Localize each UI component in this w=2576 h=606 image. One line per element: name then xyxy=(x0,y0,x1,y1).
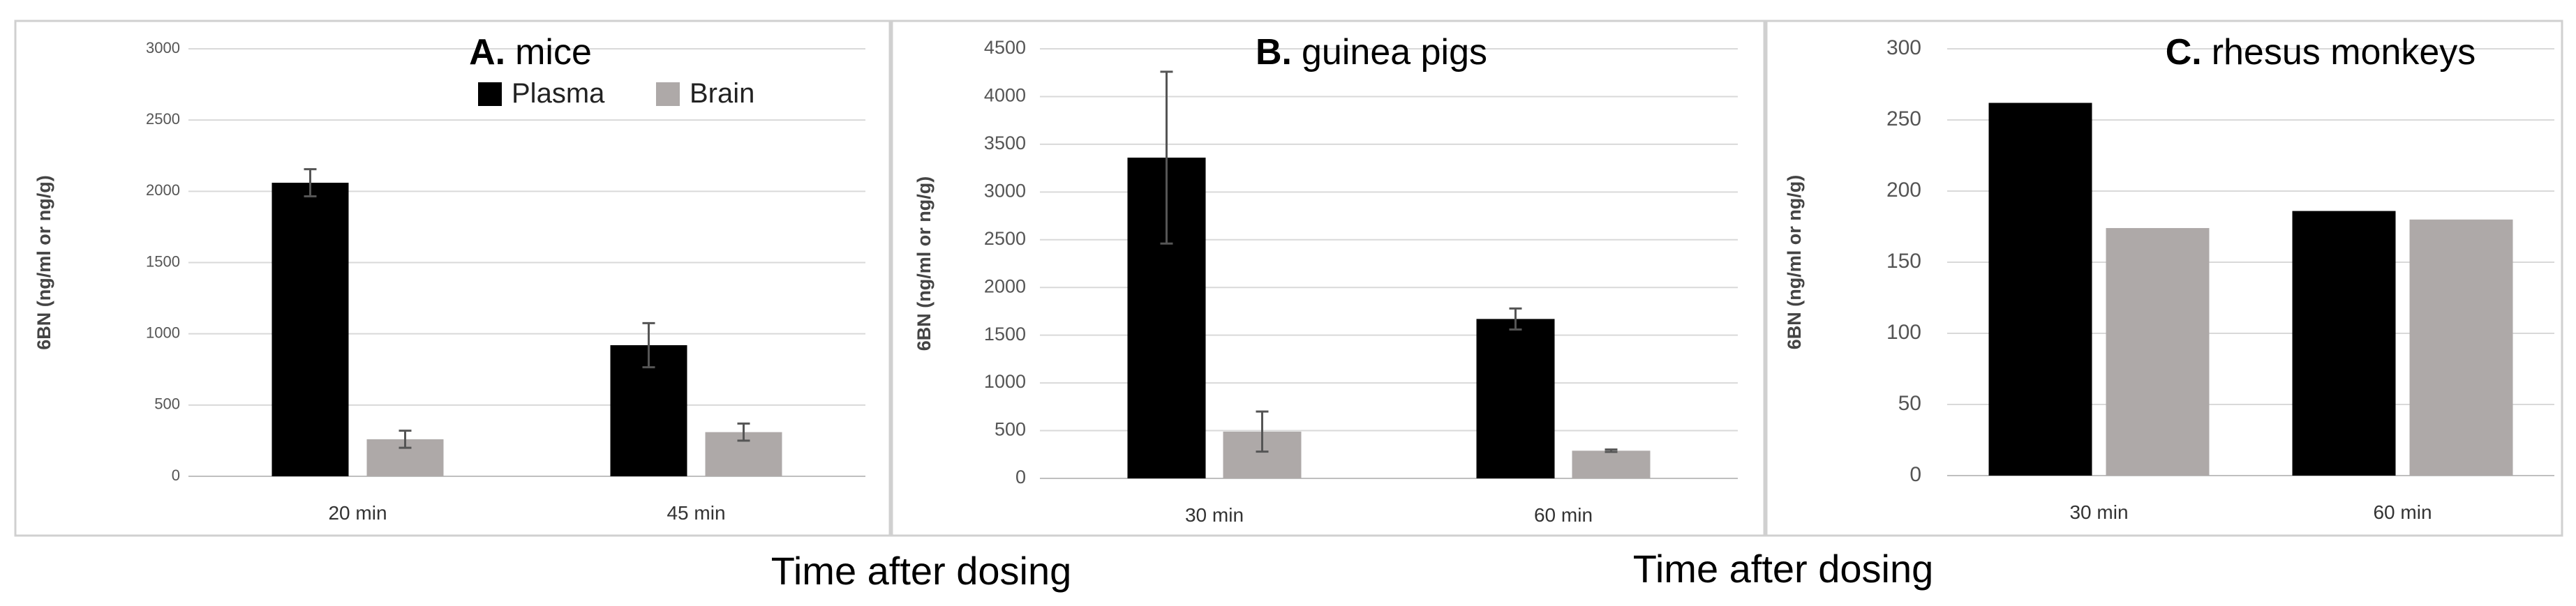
y-tick-label: 1000 xyxy=(146,324,180,341)
x-axis-captions: Time after dosing Time after dosing xyxy=(771,547,1934,593)
x-tick-label: 60 min xyxy=(2373,501,2432,523)
y-tick-label: 1500 xyxy=(984,324,1026,344)
y-tick-label: 2000 xyxy=(984,275,1026,296)
panel-title: B. guinea pigs xyxy=(1256,32,1487,73)
y-tick-label: 3000 xyxy=(984,180,1026,201)
y-tick-label: 200 xyxy=(1886,179,1921,202)
y-tick-label: 4000 xyxy=(984,85,1026,106)
chart-panel-2: 0 500 1000 1500 2000 2500 3000 3500 4000 4500 6BN … xyxy=(891,20,1766,537)
y-tick-label: 1500 xyxy=(146,252,180,270)
bar-plasma xyxy=(2292,211,2396,476)
y-tick-label: 50 xyxy=(1898,392,1921,415)
y-axis-label: 6BN (ng/ml or ng/g) xyxy=(33,175,54,349)
y-axis-label: 6BN (ng/ml or ng/g) xyxy=(914,176,935,351)
x-axis-caption-2: Time after dosing xyxy=(1633,547,1934,591)
error-bar xyxy=(304,168,317,197)
panel-title-text: guinea pigs xyxy=(1302,32,1487,73)
legend-swatch-brain xyxy=(656,82,680,106)
y-tick-label: 0 xyxy=(172,467,180,484)
bar-plasma xyxy=(1988,103,2092,476)
x-tick-label: 20 min xyxy=(328,502,387,524)
bar-brain xyxy=(2409,219,2513,476)
legend-swatch-plasma xyxy=(478,82,502,106)
y-tick-label: 3500 xyxy=(984,132,1026,153)
error-bar xyxy=(1160,70,1173,245)
y-tick-label: 150 xyxy=(1886,250,1921,273)
y-tick-label: 3000 xyxy=(146,39,180,56)
x-tick-label: 30 min xyxy=(2069,501,2128,523)
y-tick-label: 4500 xyxy=(984,37,1026,58)
error-bar xyxy=(642,321,655,369)
y-tick-label: 2500 xyxy=(146,110,180,128)
y-axis-label: 6BN (ng/ml or ng/g) xyxy=(1784,175,1805,349)
x-tick-label: 30 min xyxy=(1185,504,1244,526)
y-tick-label: 2500 xyxy=(984,228,1026,249)
legend: Plasma Brain xyxy=(478,78,754,109)
panel-title-text: rhesus monkeys xyxy=(2212,32,2476,73)
y-tick-label: 300 xyxy=(1886,36,1921,59)
chart-panel-3: 0 50 100 150 200 250 300 6BN (ng/ml or ng/g) C. r… xyxy=(1765,20,2563,537)
x-axis-caption-1: Time after dosing xyxy=(771,549,1072,593)
error-bar xyxy=(1509,307,1522,331)
bar-brain xyxy=(1572,450,1651,478)
legend-label-plasma: Plasma xyxy=(512,78,605,109)
y-tick-label: 2000 xyxy=(146,181,180,199)
x-tick-label: 60 min xyxy=(1534,504,1593,526)
y-tick-label: 1000 xyxy=(984,371,1026,392)
x-tick-label: 45 min xyxy=(667,502,725,524)
panel-frame xyxy=(891,20,1766,537)
y-tick-label: 500 xyxy=(154,395,180,413)
panel-title: A. mice xyxy=(469,32,592,73)
bar-plasma xyxy=(271,183,349,476)
error-bar xyxy=(737,422,750,442)
panel-title-letter: B. xyxy=(1256,32,1292,73)
y-tick-label: 500 xyxy=(995,419,1026,440)
error-bar xyxy=(1605,448,1618,453)
y-tick-label: 0 xyxy=(1909,463,1921,486)
bar-brain xyxy=(2106,228,2210,476)
error-bar xyxy=(1256,410,1269,453)
y-tick-label: 100 xyxy=(1886,321,1921,344)
y-tick-label: 0 xyxy=(1015,467,1026,487)
chart-panel-1: 0 500 1000 1500 2000 2500 3000 6BN (ng/ml or ng… xyxy=(14,20,891,537)
panel-title: C. rhesus monkeys xyxy=(2166,32,2476,73)
error-bar xyxy=(399,430,412,449)
legend-label-brain: Brain xyxy=(690,78,754,109)
panel-title-letter: C. xyxy=(2166,32,2202,73)
bar-plasma xyxy=(1476,319,1555,478)
panel-title-letter: A. xyxy=(469,32,505,73)
y-tick-label: 250 xyxy=(1886,107,1921,130)
panel-title-text: mice xyxy=(515,32,592,73)
